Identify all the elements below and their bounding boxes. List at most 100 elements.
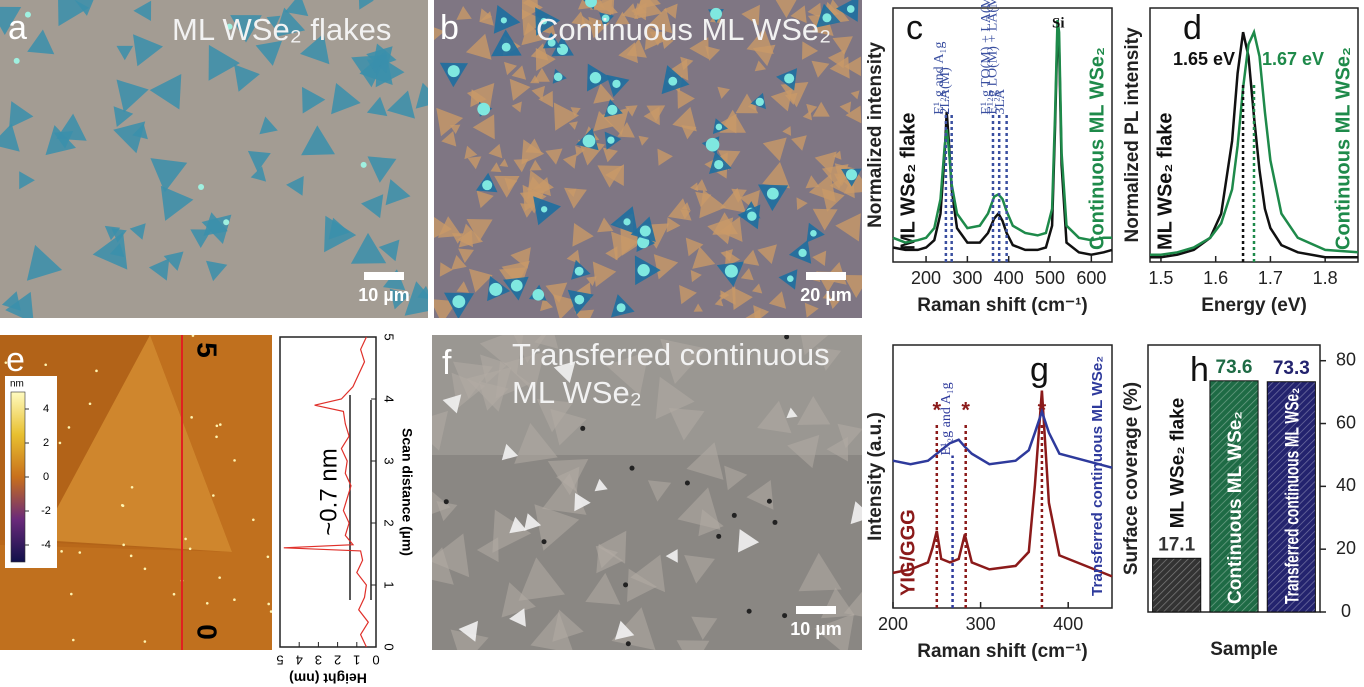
flake xyxy=(835,213,861,242)
panel-label: g xyxy=(1030,351,1049,389)
particle xyxy=(810,230,817,237)
flake xyxy=(470,89,487,108)
note: ~0.7 nm xyxy=(315,448,342,535)
particle xyxy=(219,423,222,426)
flake xyxy=(519,190,545,214)
flake xyxy=(746,480,774,510)
flake xyxy=(302,86,326,114)
flake xyxy=(786,407,798,419)
flake xyxy=(479,8,492,22)
flake xyxy=(595,545,618,569)
flake xyxy=(535,48,556,71)
particle xyxy=(500,17,507,24)
particle xyxy=(601,14,610,23)
particle xyxy=(95,369,98,373)
flake xyxy=(807,2,822,19)
particle xyxy=(190,416,193,419)
x-tick-label: 600 xyxy=(1076,268,1106,288)
flake xyxy=(796,197,808,210)
flake xyxy=(513,335,547,363)
flake xyxy=(451,255,467,270)
flake xyxy=(679,285,697,305)
particle xyxy=(489,282,503,296)
particle xyxy=(252,518,255,522)
flake xyxy=(442,394,462,414)
flake xyxy=(821,188,845,212)
flake xyxy=(647,480,672,502)
flake xyxy=(509,516,527,534)
particle xyxy=(582,134,596,148)
particle xyxy=(747,211,757,221)
particle xyxy=(215,435,218,439)
particle xyxy=(589,72,602,84)
flake xyxy=(586,276,597,287)
bar xyxy=(1152,557,1202,613)
particle xyxy=(553,72,563,82)
particle xyxy=(782,613,788,619)
particle xyxy=(716,533,722,539)
flake xyxy=(827,49,845,69)
legend-label: Continuous ML WSe₂ xyxy=(1086,47,1108,250)
flake xyxy=(807,14,822,28)
legend-label: Transferred continuous ML WSe₂ xyxy=(1089,356,1106,596)
x-tick-label: 4 xyxy=(296,653,303,668)
flake xyxy=(434,216,452,238)
flake xyxy=(843,275,862,298)
flake xyxy=(259,116,278,135)
flake xyxy=(611,231,639,261)
flake xyxy=(850,501,862,525)
micrograph-a: a ML WSe₂ flakes 10 µm xyxy=(0,0,428,318)
series-line xyxy=(1150,31,1358,259)
flake xyxy=(464,145,478,160)
flake xyxy=(581,15,593,29)
flake xyxy=(432,533,470,578)
particle xyxy=(668,76,678,86)
flake xyxy=(453,361,493,399)
flake xyxy=(385,179,411,206)
particle xyxy=(266,555,270,559)
particle xyxy=(574,266,584,276)
panel-label: a xyxy=(8,9,27,47)
annotation: 1.67 eV xyxy=(1262,49,1324,69)
particle xyxy=(731,512,737,518)
particle xyxy=(714,159,724,170)
category-label: Continuous ML WSe₂ xyxy=(1225,411,1246,604)
y-axis-label: Normalized PL intensity xyxy=(1122,27,1143,242)
flake xyxy=(605,164,624,186)
flake xyxy=(495,361,531,399)
y-tick-label: 0 xyxy=(382,643,397,650)
flake xyxy=(657,148,673,166)
flake xyxy=(518,557,565,601)
annotation: * xyxy=(933,398,942,423)
particle xyxy=(607,104,618,115)
flake xyxy=(149,74,182,110)
particle xyxy=(78,551,82,554)
annotation: E¹₂g LO(M) + LA(M) xyxy=(985,0,1000,115)
flake xyxy=(511,101,522,113)
x-tick-label: 1.6 xyxy=(1203,268,1228,288)
flake xyxy=(56,113,87,141)
flake xyxy=(255,40,282,66)
flake xyxy=(839,101,852,114)
flake xyxy=(724,465,748,491)
particle xyxy=(67,426,71,429)
annotation: 1.65 eV xyxy=(1173,49,1235,69)
particle xyxy=(129,554,133,558)
panel-title: Transferred continuous xyxy=(512,337,830,372)
y-tick-label: 5 xyxy=(382,333,397,340)
scale-bar-label: 20 µm xyxy=(800,285,851,305)
annotation: * xyxy=(1038,398,1047,423)
particle xyxy=(541,539,547,545)
flake xyxy=(844,56,861,77)
flake xyxy=(615,11,630,25)
particle xyxy=(746,608,752,614)
x-tick-label: 200 xyxy=(878,614,908,634)
flake xyxy=(328,217,350,240)
colorbar-tick-label: 4 xyxy=(43,403,49,415)
legend-label: ML WSe₂ flake xyxy=(897,113,919,250)
flake xyxy=(806,103,818,115)
particle xyxy=(612,79,621,89)
flake xyxy=(660,338,707,384)
particle xyxy=(637,264,650,277)
flake xyxy=(741,4,760,26)
